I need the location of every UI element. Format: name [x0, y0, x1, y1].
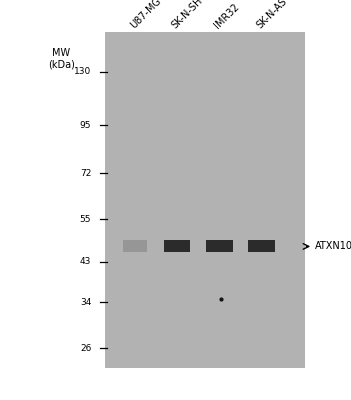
Bar	[164, 240, 190, 252]
Text: 43: 43	[80, 257, 91, 266]
Text: 130: 130	[74, 67, 91, 76]
Text: 95: 95	[80, 121, 91, 130]
Text: 34: 34	[80, 298, 91, 307]
Text: 72: 72	[80, 169, 91, 178]
Text: ATXN10: ATXN10	[315, 242, 351, 252]
Text: 55: 55	[80, 215, 91, 224]
Text: U87-MG: U87-MG	[128, 0, 163, 30]
Bar	[105, 32, 305, 368]
Text: 26: 26	[80, 344, 91, 353]
Text: MW
(kDa): MW (kDa)	[48, 48, 75, 70]
Bar	[206, 240, 232, 252]
Bar	[249, 240, 274, 252]
Text: SK-N-AS: SK-N-AS	[254, 0, 289, 30]
Text: SK-N-SH: SK-N-SH	[170, 0, 205, 30]
Bar	[123, 240, 147, 252]
Text: IMR32: IMR32	[212, 1, 241, 30]
